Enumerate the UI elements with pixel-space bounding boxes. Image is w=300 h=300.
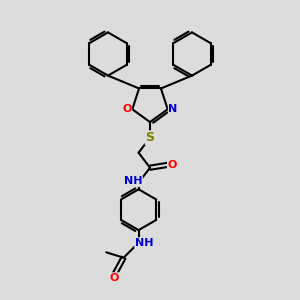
Text: S: S xyxy=(146,131,154,144)
Text: O: O xyxy=(110,273,119,283)
Text: NH: NH xyxy=(124,176,142,187)
Text: O: O xyxy=(167,160,177,170)
Text: O: O xyxy=(122,103,132,114)
Text: NH: NH xyxy=(135,238,153,248)
Text: N: N xyxy=(169,103,178,114)
